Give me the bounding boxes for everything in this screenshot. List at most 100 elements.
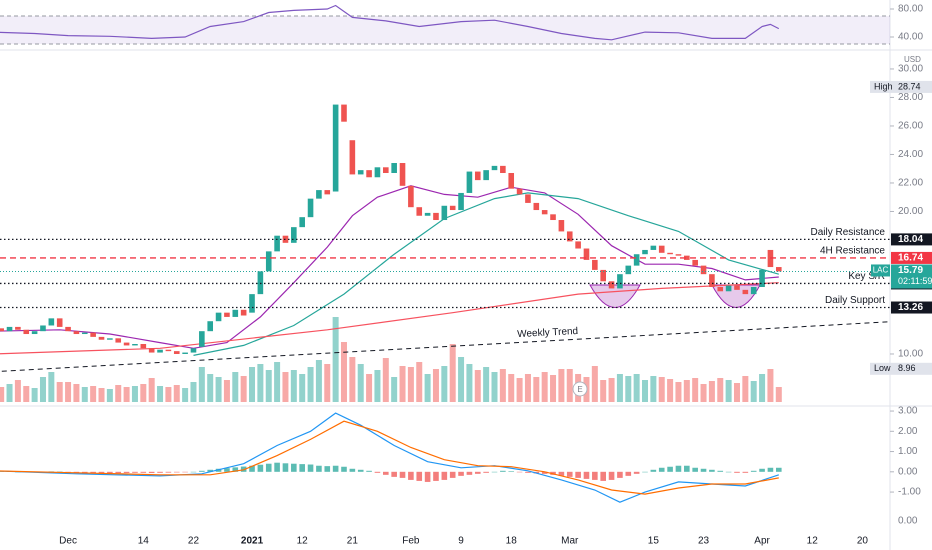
candle-body — [625, 265, 632, 275]
histogram-bar — [207, 469, 214, 472]
volume-bar — [550, 375, 557, 402]
histogram-bar — [525, 471, 531, 473]
y-tick-label: 80.00 — [898, 4, 923, 15]
histogram-bar — [458, 471, 464, 476]
histogram-bar — [700, 468, 707, 472]
histogram-bar — [190, 471, 197, 473]
histogram-bar — [173, 471, 180, 473]
volume-bar — [600, 380, 607, 402]
candle-body — [474, 171, 481, 181]
histogram-bar — [123, 471, 130, 474]
high-box — [870, 80, 932, 93]
candle-body — [107, 338, 113, 340]
rsi-band — [0, 16, 890, 45]
candle-body — [408, 185, 414, 208]
candle-body — [416, 207, 423, 216]
x-tick-label: 18 — [506, 536, 518, 547]
histogram-bar — [383, 471, 389, 475]
histogram-bar — [115, 471, 122, 474]
candle-body — [232, 309, 239, 317]
histogram-bar — [474, 471, 481, 474]
volume-bar — [332, 317, 339, 402]
volume-bar — [140, 384, 147, 402]
histogram-bar — [324, 466, 331, 472]
histogram-bar — [232, 467, 239, 472]
level-label: Daily Support — [825, 295, 885, 306]
y-tick-label: 20.00 — [898, 206, 923, 217]
volume-bar — [299, 374, 306, 402]
candle-body — [199, 331, 205, 347]
histogram-bar — [424, 471, 431, 482]
candle-body — [533, 202, 540, 211]
histogram-bar — [592, 471, 598, 480]
candle-body — [148, 348, 155, 353]
volume-bar — [642, 380, 649, 402]
candle-body — [424, 212, 431, 216]
volume-bar — [432, 369, 439, 402]
candle-body — [383, 167, 389, 173]
candle-body — [307, 198, 314, 218]
candle-body — [466, 171, 473, 193]
currency: USD — [904, 55, 921, 64]
candle-body — [366, 170, 372, 178]
candle-body — [40, 325, 46, 332]
candle-body — [6, 326, 13, 332]
volume-bar — [533, 377, 540, 402]
y-tick-label: 26.00 — [898, 121, 923, 132]
volume-bar — [625, 376, 632, 402]
volume-bar — [407, 367, 414, 402]
histogram-bar — [625, 471, 632, 476]
candle-body — [575, 241, 581, 249]
histogram-bar — [416, 471, 423, 481]
x-tick-label: Dec — [59, 536, 77, 547]
volume-bar — [6, 384, 13, 402]
level-price: 16.74 — [898, 253, 923, 264]
candle-body — [759, 269, 765, 288]
histogram-bar — [750, 470, 757, 472]
candle-body — [48, 318, 55, 326]
y-tick-label: 1.00 — [898, 446, 918, 457]
candle-body — [658, 245, 665, 253]
x-tick-label: Feb — [402, 536, 420, 547]
volume-bar — [265, 370, 272, 402]
histogram-bar — [199, 470, 205, 472]
histogram-bar — [165, 471, 172, 473]
histogram-bar — [583, 471, 590, 479]
candle-body — [140, 344, 147, 349]
histogram-bar — [667, 466, 673, 472]
y-tick-label: 40.00 — [898, 32, 923, 43]
volume-bar — [382, 358, 389, 402]
volume-bar — [282, 372, 289, 402]
y-tick-label: -1.00 — [898, 487, 921, 498]
candle-body — [224, 312, 230, 317]
candle-body — [374, 167, 381, 178]
event-marker — [572, 381, 588, 397]
level-label: Daily Resistance — [811, 227, 886, 238]
histogram-bar — [500, 470, 506, 472]
histogram-bar — [349, 468, 356, 472]
indicator-line — [0, 412, 779, 503]
candle-body — [157, 349, 163, 353]
candle-body — [633, 254, 640, 266]
indicator-line — [193, 192, 779, 356]
histogram-bar — [140, 471, 147, 473]
histogram-bar — [491, 471, 498, 473]
volume-bar — [566, 369, 573, 402]
candle-body — [324, 190, 331, 195]
x-tick-label: 23 — [698, 536, 710, 547]
volume-bar — [391, 377, 398, 402]
level-price-box — [891, 251, 932, 264]
histogram-bar — [399, 471, 406, 478]
histogram-bar — [608, 471, 615, 480]
histogram-bar — [332, 465, 339, 472]
indicator-line — [0, 4, 780, 41]
candle-body — [700, 265, 707, 275]
candle-body — [692, 259, 698, 266]
histogram-bar — [558, 471, 565, 476]
volume-bar — [223, 380, 230, 402]
candle-body — [750, 287, 757, 295]
volume-bar — [416, 362, 423, 402]
volume-bar — [0, 387, 5, 402]
volume-bar — [374, 370, 381, 402]
